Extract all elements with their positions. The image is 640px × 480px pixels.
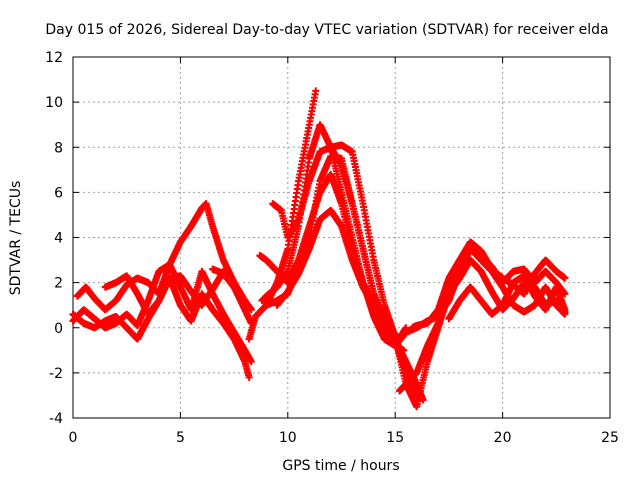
y-tick-label: 4	[54, 231, 63, 247]
x-axis-label: GPS time / hours	[282, 458, 399, 474]
x-tick-label: 25	[601, 430, 619, 446]
y-axis-label: SDTVAR / TECUs	[8, 181, 24, 296]
grid-lines	[73, 57, 610, 418]
series-sat-b	[69, 261, 255, 366]
series-sat-e	[209, 265, 255, 314]
x-tick-label: 0	[69, 430, 78, 446]
y-tick-label: 10	[45, 95, 63, 111]
axis-ticks	[72, 56, 611, 419]
data-point	[247, 306, 255, 314]
y-tick-label: 0	[54, 321, 63, 337]
x-tick-labels: 0 5 10 15 20 25	[69, 430, 619, 446]
y-tick-label: 8	[54, 140, 63, 156]
x-tick-label: 15	[386, 430, 404, 446]
y-tick-label: -4	[49, 411, 63, 427]
data-point	[419, 396, 427, 404]
y-tick-labels: -4 -2 0 2 4 6 8 10 12	[45, 50, 63, 427]
x-tick-label: 10	[279, 430, 297, 446]
y-tick-label: 6	[54, 185, 63, 201]
data-point	[247, 358, 255, 366]
data-point	[245, 373, 253, 381]
data-marks	[69, 87, 569, 411]
y-tick-label: -2	[49, 366, 63, 382]
x-tick-label: 20	[494, 430, 512, 446]
x-tick-label: 5	[176, 430, 185, 446]
series-sat-c	[73, 200, 249, 314]
y-tick-label: 2	[54, 276, 63, 292]
chart-title: Day 015 of 2026, Sidereal Day-to-day VTE…	[45, 22, 608, 38]
y-tick-label: 12	[45, 50, 63, 66]
data-point	[312, 87, 320, 95]
